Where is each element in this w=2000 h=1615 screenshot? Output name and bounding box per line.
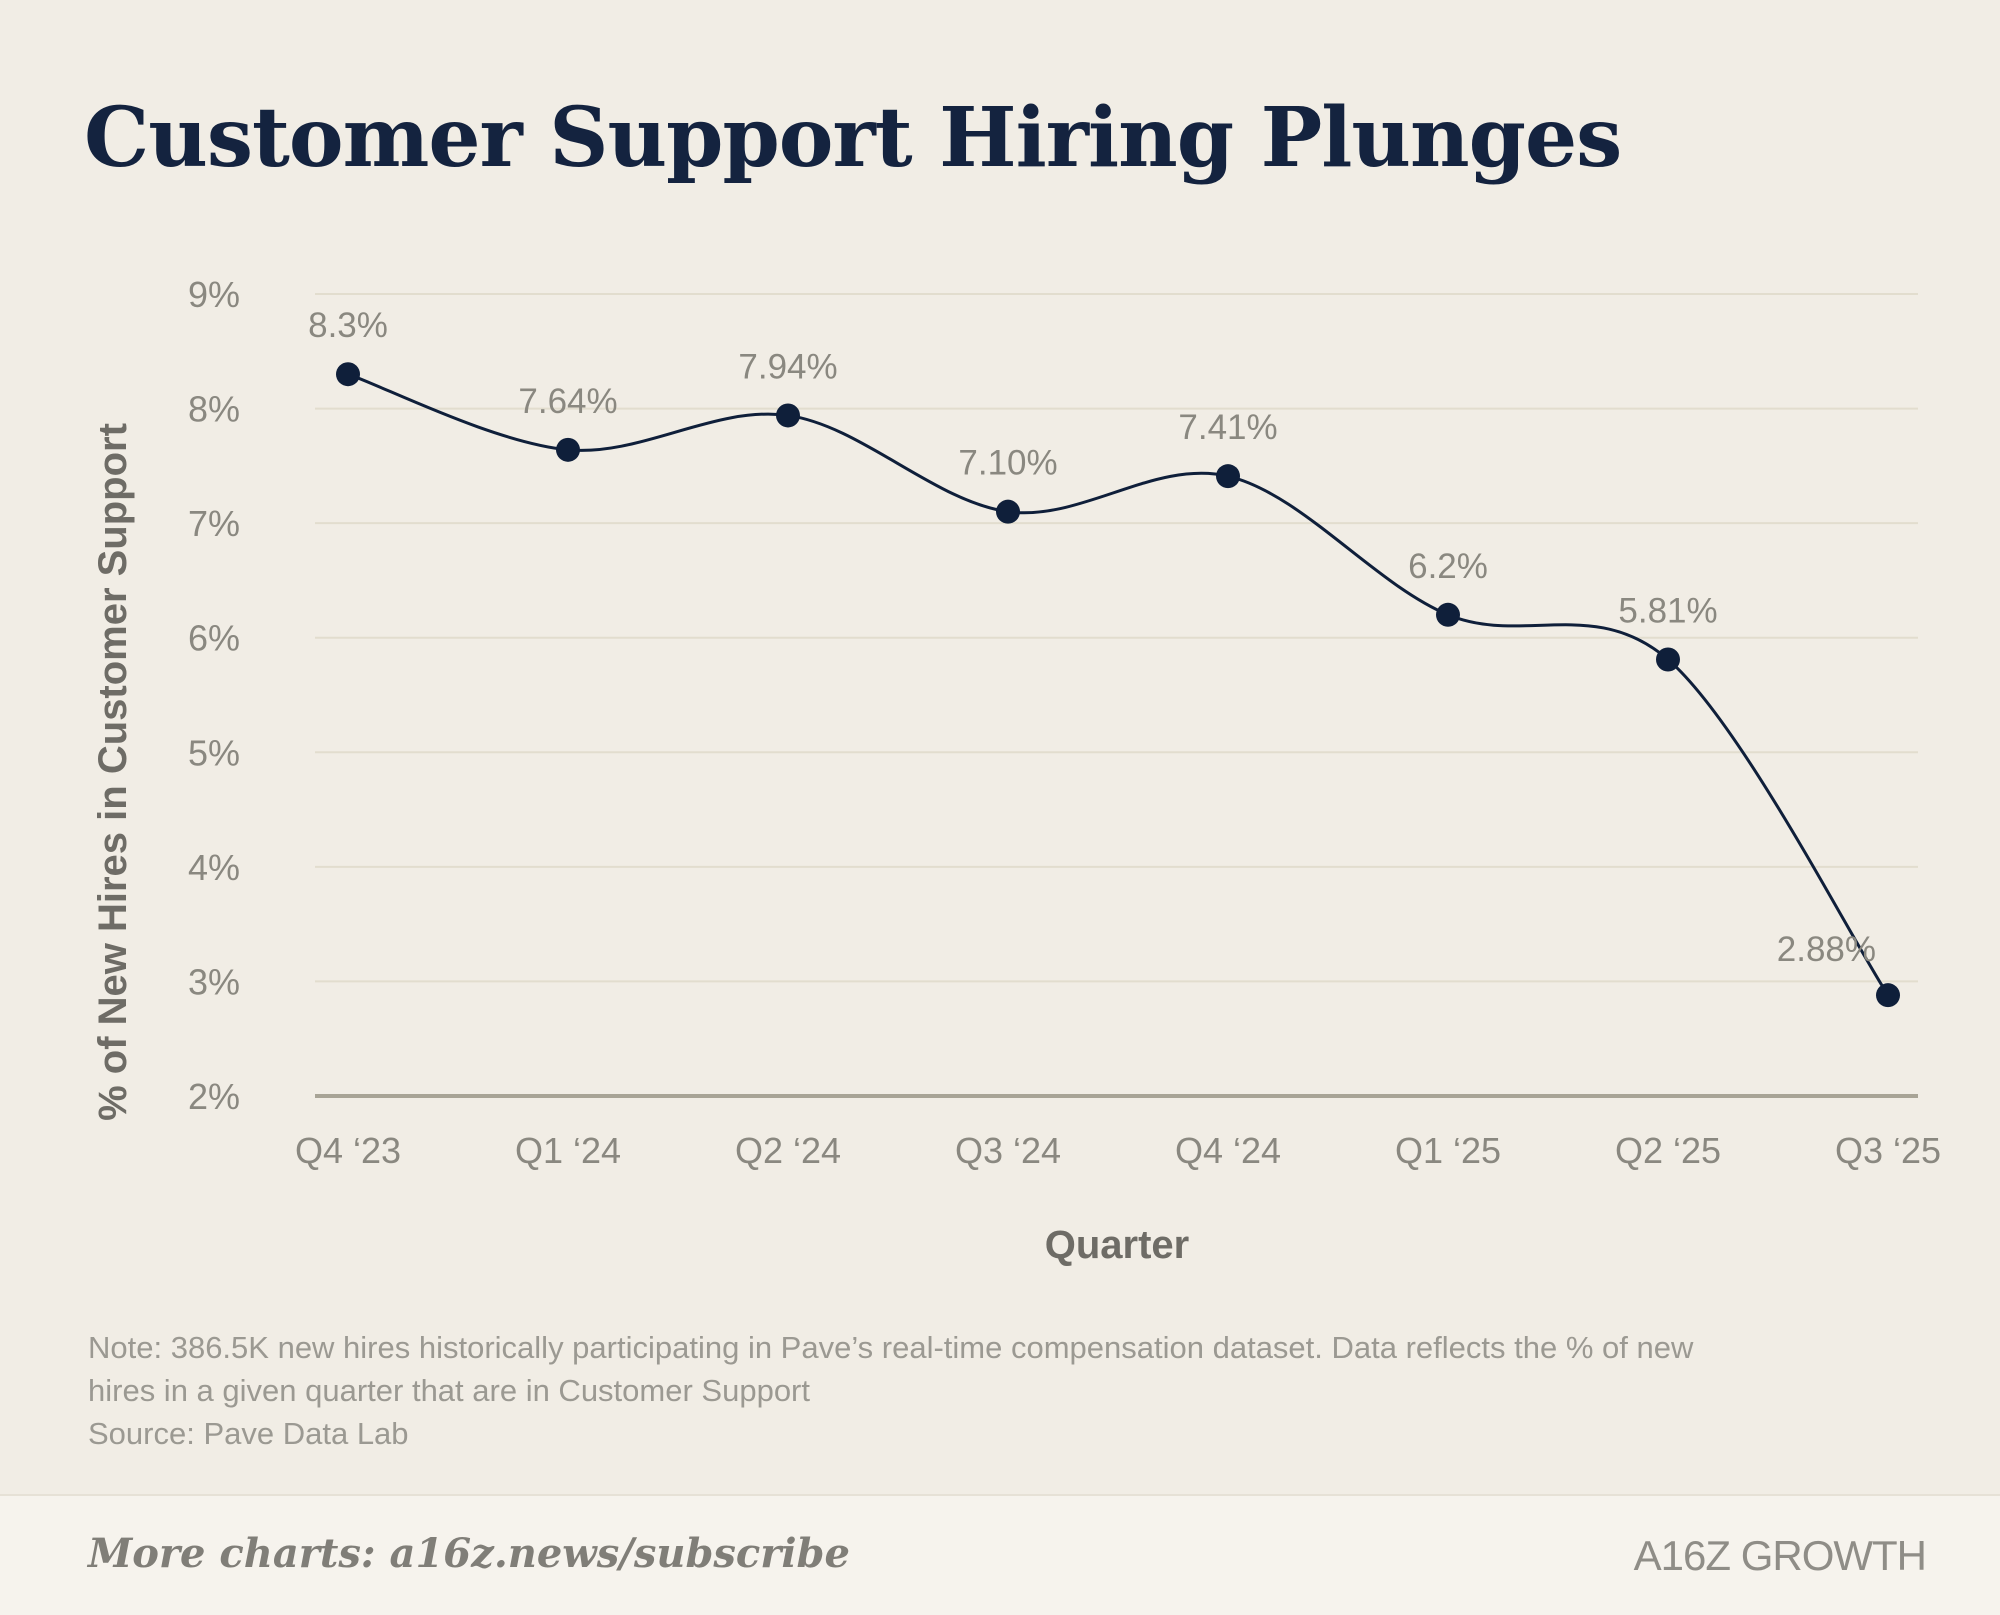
data-label: 7.41% [1178, 408, 1277, 447]
x-tick-label: Q1 ‘25 [1395, 1130, 1501, 1171]
x-tick-label: Q2 ‘24 [735, 1130, 841, 1171]
data-point [1216, 464, 1240, 489]
data-point [556, 437, 580, 462]
data-label: 7.64% [518, 382, 617, 421]
brand-logo: A16Z GROWTH [1633, 1532, 1927, 1579]
x-tick-label: Q2 ‘25 [1615, 1130, 1721, 1171]
data-label: 8.3% [308, 306, 388, 345]
x-axis-label: Quarter [1045, 1223, 1190, 1267]
data-point [1656, 647, 1680, 672]
y-axis-ticks: 2% 3% 4% 5% 6% 7% 8% 9% [188, 274, 240, 1117]
data-labels: 8.3% 7.64% 7.94% 7.10% 7.41% 6.2% 5.81% 2.88% [308, 306, 1876, 969]
data-point [336, 362, 360, 387]
gridlines [315, 293, 1918, 1098]
subscribe-link[interactable]: More charts: a16z.news/subscribe [88, 1530, 850, 1577]
y-tick-label: 6% [188, 618, 240, 659]
x-axis-ticks: Q4 ‘23 Q1 ‘24 Q2 ‘24 Q3 ‘24 Q4 ‘24 Q1 ‘25 Q2 ‘… [295, 1130, 1941, 1171]
data-points [336, 362, 1900, 1008]
y-tick-label: 3% [188, 961, 240, 1002]
x-tick-label: Q4 ‘23 [295, 1130, 401, 1171]
y-axis-label: % of New Hires in Customer Support [91, 423, 135, 1121]
note-line-2: hires in a given quarter that are in Cus… [88, 1373, 810, 1408]
note-line-1: Note: 386.5K new hires historically part… [88, 1330, 1694, 1365]
x-tick-label: Q4 ‘24 [1175, 1130, 1281, 1171]
series-line [347, 372, 1890, 996]
y-tick-label: 5% [188, 732, 240, 773]
x-tick-label: Q3 ‘25 [1835, 1130, 1941, 1171]
chart-title: Customer Support Hiring Plunges [84, 90, 1622, 186]
source-line: Source: Pave Data Lab [88, 1416, 409, 1451]
data-point [1876, 983, 1900, 1008]
data-label: 2.88% [1777, 930, 1876, 969]
line-chart: 2% 3% 4% 5% 6% 7% 8% 9% Q4 ‘23 Q1 ‘24 Q2 ‘24 Q3 ‘2… [91, 274, 1941, 1267]
data-label: 7.94% [738, 347, 837, 386]
x-tick-label: Q1 ‘24 [515, 1130, 621, 1171]
data-point [776, 403, 800, 428]
y-tick-label: 9% [188, 274, 240, 315]
data-label: 5.81% [1618, 591, 1717, 630]
y-tick-label: 7% [188, 503, 240, 544]
data-label: 6.2% [1408, 547, 1488, 586]
footer-bar: More charts: a16z.news/subscribe A16Z GR… [0, 1494, 2000, 1615]
data-point [1436, 602, 1460, 627]
x-tick-label: Q3 ‘24 [955, 1130, 1061, 1171]
data-label: 7.10% [958, 444, 1057, 483]
chart-note: Note: 386.5K new hires historically part… [88, 1326, 1928, 1455]
data-point [996, 499, 1020, 524]
y-tick-label: 2% [188, 1076, 240, 1117]
y-tick-label: 8% [188, 389, 240, 430]
y-tick-label: 4% [188, 847, 240, 888]
